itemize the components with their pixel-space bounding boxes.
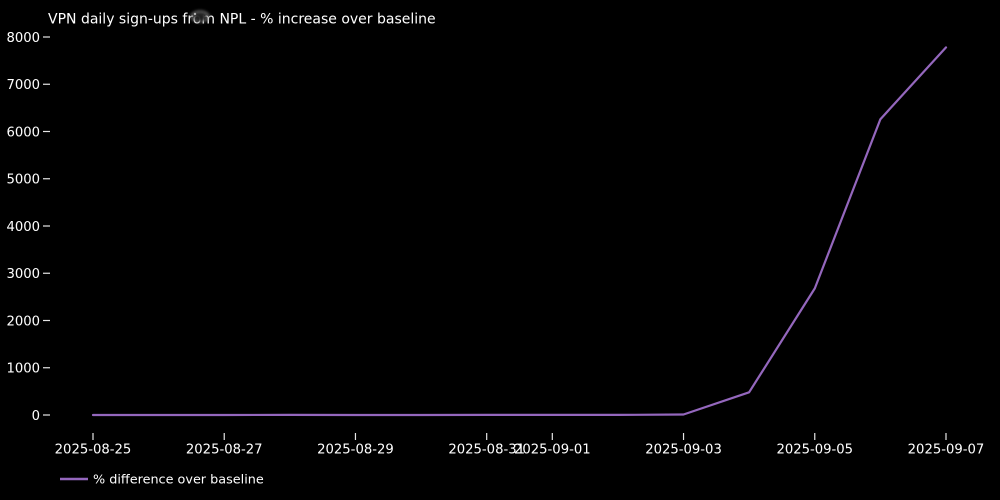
y-tick-label: 7000 — [6, 78, 40, 93]
y-tick-label: 1000 — [6, 362, 40, 377]
cursor-smudge — [190, 10, 210, 23]
y-tick-label: 6000 — [6, 125, 40, 140]
y-tick-label: 0 — [32, 409, 40, 424]
legend: % difference over baseline — [60, 473, 264, 488]
x-tick-label: 2025-08-27 — [186, 443, 263, 458]
x-tick-label: 2025-09-07 — [908, 443, 985, 458]
y-tick-label: 4000 — [6, 220, 40, 235]
y-tick-label: 8000 — [6, 31, 40, 46]
y-axis: 0 1000 2000 3000 4000 5000 6000 7000 8000 — [6, 31, 50, 424]
x-tick-label: 2025-08-29 — [317, 443, 394, 458]
legend-label: % difference over baseline — [93, 473, 264, 488]
x-axis: 2025-08-25 2025-08-27 2025-08-29 2025-08-31… — [55, 433, 985, 458]
x-tick-label: 2025-09-01 — [514, 443, 591, 458]
data-line-series — [91, 46, 948, 417]
y-tick-label: 2000 — [6, 314, 40, 329]
x-tick-label: 2025-08-31 — [448, 443, 525, 458]
y-tick-label: 3000 — [6, 267, 40, 282]
x-tick-label: 2025-09-05 — [776, 443, 853, 458]
chart-title: VPN daily sign-ups from NPL - % increase… — [48, 12, 436, 28]
x-tick-label: 2025-09-03 — [645, 443, 722, 458]
x-tick-label: 2025-08-25 — [55, 443, 132, 458]
y-tick-label: 5000 — [6, 173, 40, 188]
